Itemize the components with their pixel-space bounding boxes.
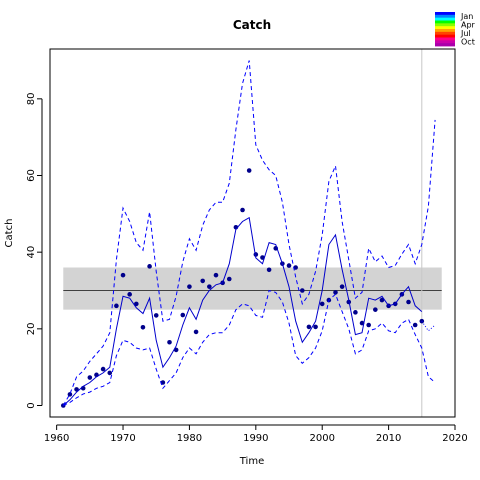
x-axis: 1960 1970 1980 1990 2000 2010 2020	[44, 424, 468, 444]
data-point	[107, 370, 113, 376]
x-tick-label: 2000	[309, 433, 334, 444]
data-point	[67, 392, 73, 397]
legend-label: Apr	[461, 21, 476, 30]
legend-color-swatch	[435, 40, 455, 44]
data-point	[293, 265, 298, 270]
x-axis-label: Time	[239, 456, 264, 467]
data-point	[366, 322, 371, 328]
data-point	[339, 284, 345, 289]
data-point	[419, 318, 425, 324]
data-point	[147, 264, 152, 269]
x-tick-label: 1970	[110, 433, 135, 444]
legend-color-swatch	[435, 20, 455, 24]
data-point	[167, 339, 172, 345]
plot-border	[49, 48, 456, 418]
legend-color-swatch	[435, 17, 455, 21]
data-point	[187, 284, 192, 289]
y-tick-label: 40	[26, 246, 37, 259]
series-fitted	[62, 216, 423, 406]
legend-label: Jan	[460, 12, 473, 21]
x-tick-label: 1960	[44, 433, 69, 444]
data-point	[134, 301, 139, 307]
data-point	[180, 312, 186, 318]
legend-color-swatch	[435, 31, 455, 36]
y-tick-label: 0	[26, 402, 37, 408]
legend-label: Oct	[461, 38, 475, 47]
y-tick-label: 60	[26, 169, 37, 182]
chart-title: Catch	[233, 18, 271, 32]
legend-color-swatch	[435, 12, 455, 16]
data-point	[379, 297, 385, 303]
data-point	[333, 290, 338, 295]
x-tick-label: 2020	[442, 433, 467, 444]
data-point	[240, 207, 245, 213]
data-point	[200, 278, 206, 284]
data-point	[100, 366, 106, 372]
data-point	[213, 272, 219, 278]
reference-band	[63, 267, 442, 310]
y-axis-label: Catch	[4, 219, 15, 248]
series-projection	[421, 320, 436, 332]
data-point	[412, 322, 418, 328]
data-point	[120, 272, 126, 278]
data-point	[306, 324, 312, 330]
legend-color-swatch	[435, 14, 455, 19]
data-point	[313, 324, 318, 330]
data-point	[153, 313, 159, 318]
data-point	[114, 303, 119, 309]
y-tick-label: 20	[26, 322, 37, 335]
data-point	[226, 276, 232, 282]
data-point	[127, 292, 132, 297]
y-axis: 0 20 40 60 80	[26, 92, 43, 409]
data-point	[319, 301, 325, 307]
data-point	[299, 288, 305, 293]
data-point	[266, 267, 272, 273]
legend-color-swatch	[435, 34, 455, 38]
y-tick-label: 80	[26, 92, 37, 105]
data-point	[286, 263, 292, 268]
plot-area	[60, 49, 442, 417]
x-tick-label: 2010	[376, 433, 401, 444]
series-lower-bound	[63, 289, 436, 406]
data-point	[246, 168, 252, 173]
series-upper-bound	[62, 60, 436, 406]
legend-label: Jul	[460, 29, 471, 38]
legend-color-swatch	[435, 26, 455, 30]
data-point	[193, 329, 199, 335]
legend-color-swatch	[435, 43, 455, 47]
data-point	[406, 299, 411, 305]
x-tick-label: 1990	[243, 433, 268, 444]
legend-color-swatch	[435, 29, 455, 33]
legend-color-swatch	[435, 37, 455, 41]
data-point	[207, 284, 212, 289]
data-point	[353, 310, 358, 315]
data-point	[140, 325, 146, 330]
legend-color-swatch	[435, 23, 455, 27]
data-point	[87, 375, 93, 380]
x-tick-label: 1980	[177, 433, 202, 444]
data-point	[373, 307, 378, 312]
